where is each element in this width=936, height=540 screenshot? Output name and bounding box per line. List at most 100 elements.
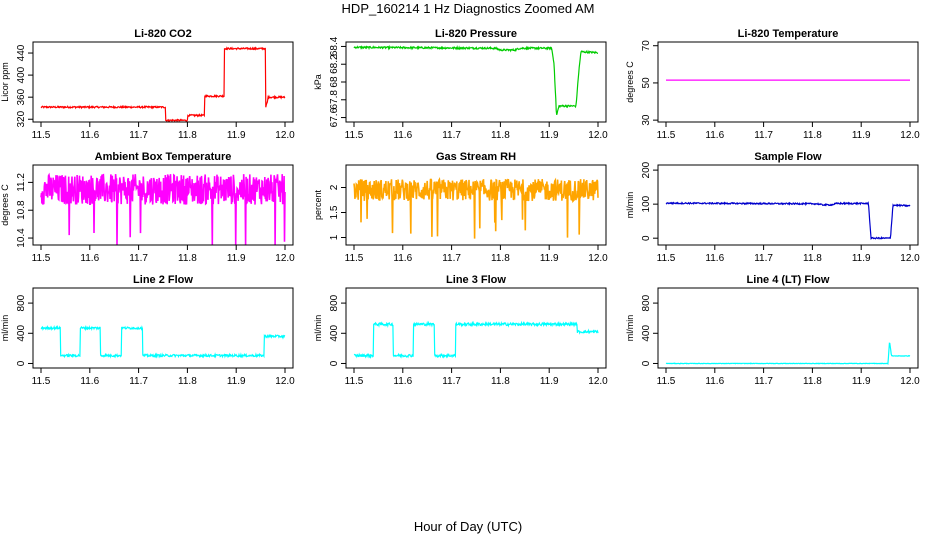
x-tick-label: 11.8: [178, 130, 197, 141]
y-tick-label: 320: [16, 110, 27, 127]
x-tick-label: 11.6: [393, 130, 412, 141]
panel-line-2-flow: Line 2 Flow ml/min 11.5 11.6 11.7 11.8 11.9 12.…: [0, 274, 295, 387]
panel-title: Line 4 (LT) Flow: [747, 274, 830, 286]
x-tick-label: 11.5: [657, 130, 676, 141]
x-tick-label: 11.5: [32, 376, 51, 387]
x-tick-label: 11.6: [705, 376, 724, 387]
plot-frame: [32, 164, 294, 246]
series-line: [353, 320, 599, 359]
panel-title: Gas Stream RH: [436, 151, 516, 163]
x-tick-label: 11.8: [803, 376, 822, 387]
x-tick-label: 11.7: [129, 253, 148, 264]
x-tick-label: 11.8: [178, 376, 197, 387]
figure-xlabel: Hour of Day (UTC): [414, 519, 522, 534]
x-tick-label: 11.5: [345, 130, 364, 141]
y-axis-label: degrees C: [625, 61, 635, 103]
y-tick-label: 2: [329, 184, 340, 190]
x-tick-label: 11.9: [852, 130, 871, 141]
series-line: [665, 200, 911, 240]
y-tick-label: 100: [641, 195, 652, 212]
y-axis-label: ml/min: [625, 192, 635, 219]
x-tick-label: 11.7: [442, 130, 461, 141]
x-tick-label: 11.7: [129, 130, 148, 141]
x-tick-label: 11.5: [32, 253, 51, 264]
x-tick-label: 11.9: [540, 376, 559, 387]
y-axis-label: kPa: [313, 74, 323, 90]
plot-frame: [345, 287, 607, 369]
y-tick-label: 10.8: [16, 200, 27, 220]
x-tick-label: 11.8: [178, 253, 197, 264]
panel-line-4-lt-flow: Line 4 (LT) Flow ml/min 11.5 11.6 11.7 11.8 11…: [625, 274, 920, 387]
plot-frame: [32, 287, 294, 369]
panel-title: Ambient Box Temperature: [95, 151, 232, 163]
y-tick-label: 800: [641, 294, 652, 311]
x-tick-label: 11.8: [491, 130, 510, 141]
x-tick-label: 11.9: [852, 253, 871, 264]
x-tick-label: 11.9: [852, 376, 871, 387]
y-tick-label: 50: [641, 77, 652, 89]
y-axis-label: percent: [313, 189, 323, 220]
x-tick-label: 12.0: [588, 376, 608, 387]
panel-li-820-co2: Li-820 CO2 Licor ppm 11.5 11.6 11.7 11.8 11.9 1…: [0, 28, 295, 141]
y-tick-label: 440: [16, 44, 27, 61]
x-tick-label: 11.7: [754, 130, 773, 141]
x-tick-label: 11.5: [657, 253, 676, 264]
y-axis-label: ml/min: [0, 315, 10, 342]
series-line: [40, 324, 286, 359]
y-tick-label: 0: [641, 360, 652, 366]
x-tick-label: 12.0: [588, 130, 608, 141]
x-tick-label: 11.8: [491, 376, 510, 387]
panel-sample-flow: Sample Flow ml/min 11.5 11.6 11.7 11.8 11.9 12.…: [625, 151, 920, 264]
y-tick-label: 400: [641, 325, 652, 342]
plot-frame: [657, 41, 919, 123]
series-line: [40, 46, 286, 123]
panel-ambient-box-temperature: Ambient Box Temperature degrees C 11.5 11.6…: [0, 151, 295, 264]
x-tick-label: 11.5: [32, 130, 51, 141]
y-tick-label: 68.4: [329, 36, 340, 56]
panel-title: Li-820 Pressure: [435, 28, 517, 40]
panel-title: Line 2 Flow: [133, 274, 193, 286]
y-tick-label: 400: [16, 66, 27, 83]
y-tick-label: 800: [329, 294, 340, 311]
x-tick-label: 11.6: [80, 130, 99, 141]
panel-li-820-temperature: Li-820 Temperature degrees C 11.5 11.6 11.7 1…: [625, 28, 920, 141]
y-axis-label: degrees C: [0, 184, 10, 226]
series-line: [665, 342, 911, 366]
plot-frame: [657, 164, 919, 246]
x-tick-label: 11.7: [754, 376, 773, 387]
y-tick-label: 67.8: [329, 90, 340, 110]
x-tick-label: 11.6: [393, 376, 412, 387]
plot-frame: [345, 41, 607, 123]
x-tick-label: 11.5: [345, 253, 364, 264]
series-line: [353, 177, 599, 239]
y-tick-label: 400: [16, 325, 27, 342]
x-tick-label: 11.9: [227, 376, 246, 387]
y-tick-label: 10.4: [16, 228, 27, 248]
y-tick-label: 360: [16, 88, 27, 105]
plot-frame: [657, 287, 919, 369]
panel-title: Li-820 CO2: [134, 28, 191, 40]
x-tick-label: 11.7: [442, 253, 461, 264]
x-tick-label: 11.9: [227, 253, 246, 264]
x-tick-label: 12.0: [900, 376, 920, 387]
panel-li-820-pressure: Li-820 Pressure kPa 11.5 11.6 11.7 11.8 11.9 12…: [313, 28, 608, 141]
x-tick-label: 12.0: [588, 253, 608, 264]
y-tick-label: 0: [641, 235, 652, 241]
y-tick-label: 800: [16, 294, 27, 311]
plot-frame: [32, 41, 294, 123]
x-tick-label: 12.0: [275, 253, 295, 264]
y-tick-label: 1.5: [329, 205, 340, 219]
series-line: [353, 44, 599, 115]
y-tick-label: 70: [641, 40, 652, 52]
y-tick-label: 11.2: [16, 173, 27, 192]
panel-title: Sample Flow: [754, 151, 822, 163]
x-tick-label: 11.9: [227, 130, 246, 141]
x-tick-label: 11.7: [442, 376, 461, 387]
x-tick-label: 11.6: [705, 253, 724, 264]
y-tick-label: 0: [329, 360, 340, 366]
y-tick-label: 68.2: [329, 54, 340, 74]
panel-line-3-flow: Line 3 Flow ml/min 11.5 11.6 11.7 11.8 11.9 12.…: [313, 274, 608, 387]
